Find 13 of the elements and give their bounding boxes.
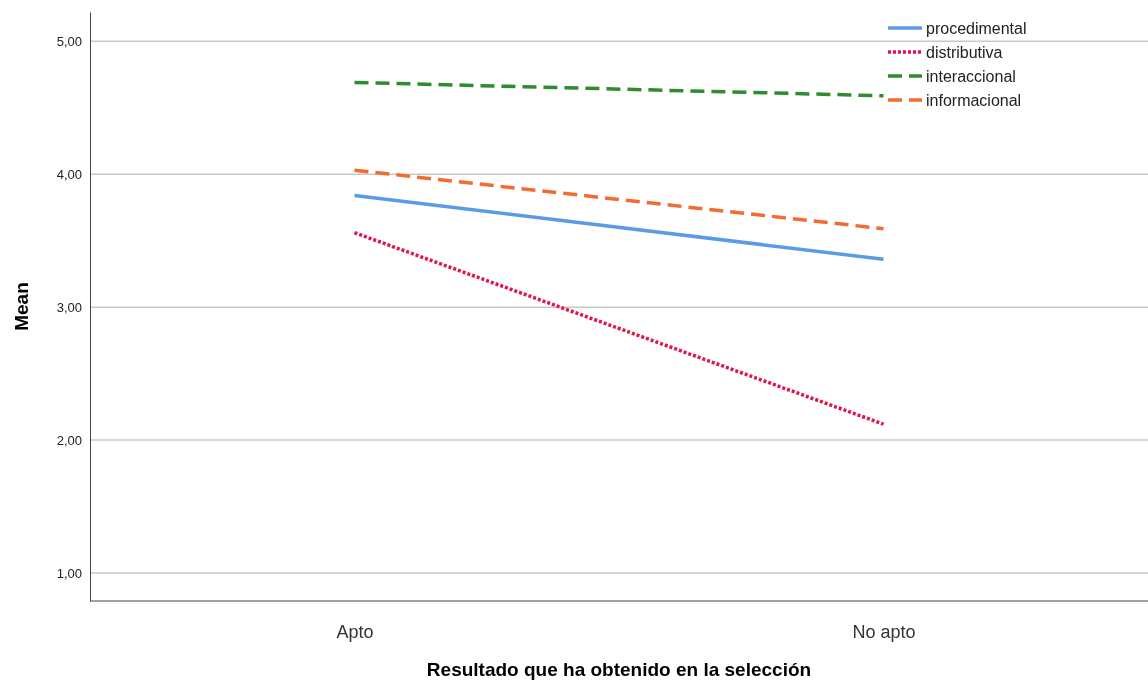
y-axis-title: Mean: [11, 282, 32, 331]
legend-label: procedimental: [926, 19, 1027, 37]
y-tick-label: 3,00: [56, 299, 82, 315]
x-tick-label: No apto: [852, 621, 916, 642]
legend-label: informacional: [926, 91, 1022, 109]
y-tick-label: 2,00: [56, 432, 82, 448]
legend-label: distributiva: [926, 43, 1003, 61]
y-tick-label: 1,00: [56, 565, 82, 581]
x-tick-label: Apto: [336, 621, 374, 642]
y-tick-label: 5,00: [56, 33, 82, 49]
x-axis-title: Resultado que ha obtenido en la selección: [426, 659, 812, 680]
legend-label: interaccional: [926, 67, 1016, 85]
y-tick-label: 4,00: [56, 166, 82, 182]
